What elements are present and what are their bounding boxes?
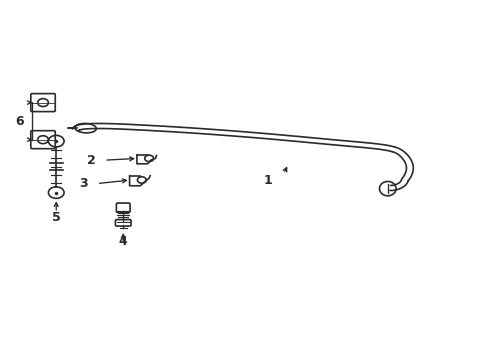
Text: 4: 4 xyxy=(119,235,127,248)
Text: 3: 3 xyxy=(79,177,88,190)
Text: 6: 6 xyxy=(15,115,24,128)
Text: 1: 1 xyxy=(263,174,272,186)
Text: 5: 5 xyxy=(52,211,61,224)
Text: 2: 2 xyxy=(86,154,95,167)
